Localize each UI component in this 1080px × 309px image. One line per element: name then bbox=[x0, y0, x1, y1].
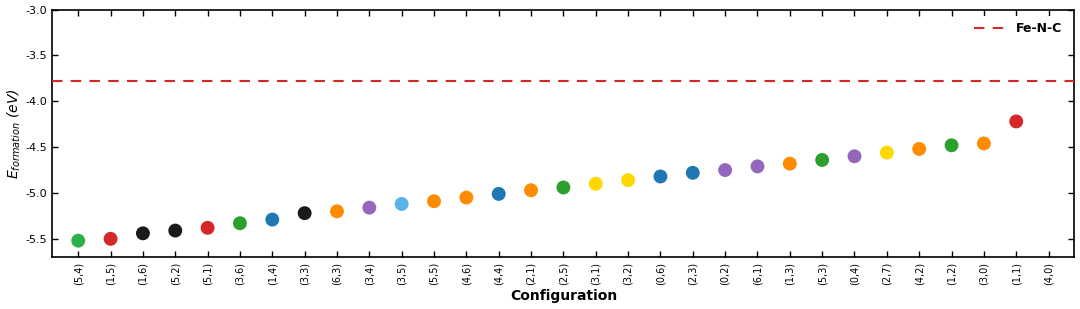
Point bbox=[943, 143, 960, 148]
Point bbox=[199, 225, 216, 230]
Point bbox=[166, 228, 184, 233]
Point bbox=[588, 181, 605, 186]
Y-axis label: E$_{formation}$ (eV): E$_{formation}$ (eV) bbox=[5, 88, 23, 179]
Point bbox=[102, 236, 119, 241]
Point bbox=[652, 174, 670, 179]
Point bbox=[523, 188, 540, 193]
Point bbox=[684, 170, 701, 175]
Point bbox=[134, 231, 151, 236]
Legend: Fe-N-C: Fe-N-C bbox=[968, 16, 1068, 41]
Point bbox=[716, 167, 733, 172]
Point bbox=[490, 191, 508, 196]
Point bbox=[458, 195, 475, 200]
Point bbox=[813, 158, 831, 163]
Point bbox=[361, 205, 378, 210]
Point bbox=[231, 221, 248, 226]
Point bbox=[69, 238, 86, 243]
Point bbox=[910, 146, 928, 151]
Point bbox=[975, 141, 993, 146]
Point bbox=[426, 199, 443, 204]
X-axis label: Configuration: Configuration bbox=[510, 290, 617, 303]
Point bbox=[555, 185, 572, 190]
Point bbox=[1040, 23, 1057, 28]
Point bbox=[1008, 119, 1025, 124]
Point bbox=[296, 211, 313, 216]
Point bbox=[328, 209, 346, 214]
Point bbox=[878, 150, 895, 155]
Point bbox=[748, 164, 766, 169]
Point bbox=[264, 217, 281, 222]
Point bbox=[393, 201, 410, 206]
Point bbox=[620, 178, 637, 183]
Point bbox=[846, 154, 863, 159]
Point bbox=[781, 161, 798, 166]
